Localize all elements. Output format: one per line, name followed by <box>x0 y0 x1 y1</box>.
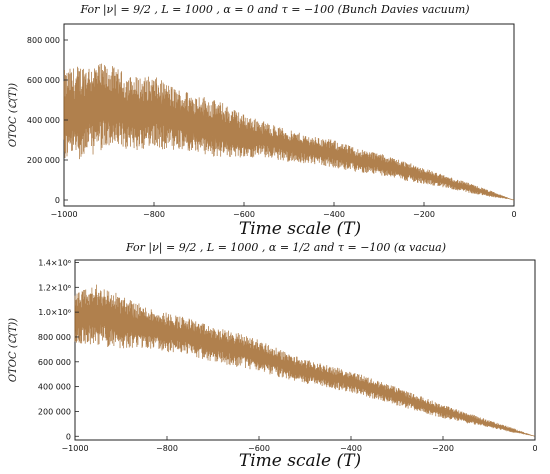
y-tick-label: 400 000 <box>38 383 71 392</box>
y-ticks: 0 200 000 400 000 600 000 800 000 <box>27 36 68 205</box>
y-tick-label: 800 000 <box>27 36 60 45</box>
x-tick-label: −600 <box>248 444 270 453</box>
chart-panel-bunch-davies: For |ν| = 9/2 , L = 1000 , α = 0 and τ =… <box>8 3 517 239</box>
y-tick-label: 1.2×10⁶ <box>38 283 71 292</box>
data-points <box>63 63 515 201</box>
y-tick-label: 200 000 <box>27 156 60 165</box>
y-tick-label: 200 000 <box>38 407 71 416</box>
otoc-series <box>63 63 515 201</box>
y-tick-label: 800 000 <box>38 333 71 342</box>
chart-title: For |ν| = 9/2 , L = 1000 , α = 0 and τ =… <box>79 3 469 17</box>
otoc-series <box>74 284 536 437</box>
x-tick-label: −800 <box>156 444 178 453</box>
y-tick-label: 0 <box>66 432 71 441</box>
x-tick-label: −600 <box>233 210 255 219</box>
y-tick-label: 1.4×10⁶ <box>38 258 71 267</box>
data-points <box>74 284 536 437</box>
chart-title: For |ν| = 9/2 , L = 1000 , α = 1/2 and τ… <box>125 241 446 255</box>
x-tick-label: −400 <box>323 210 345 219</box>
x-tick-label: −1000 <box>61 444 88 453</box>
x-axis-label: Time scale (T) <box>239 219 361 239</box>
plot-frame <box>74 259 536 441</box>
y-tick-label: 400 000 <box>27 116 60 125</box>
y-tick-label: 600 000 <box>27 76 60 85</box>
x-ticks: −1000 −800 −600 −400 −200 0 <box>50 202 517 219</box>
x-tick-label: −400 <box>340 444 362 453</box>
x-tick-label: 0 <box>532 444 537 453</box>
x-tick-label: −1000 <box>50 210 77 219</box>
y-ticks: 0 200 000 400 000 600 000 800 000 1.0×10⁶ 1.2×… <box>38 258 79 441</box>
y-tick-label: 600 000 <box>38 358 71 367</box>
y-tick-label: 0 <box>55 196 60 205</box>
y-tick-label: 1.0×10⁶ <box>38 308 71 317</box>
y-axis-label: OTOC (ℂ(T)) <box>8 318 19 382</box>
x-axis-label: Time scale (T) <box>239 451 361 471</box>
x-tick-label: −800 <box>143 210 165 219</box>
x-tick-label: 0 <box>511 210 516 219</box>
x-tick-label: −200 <box>432 444 454 453</box>
x-tick-label: −200 <box>413 210 435 219</box>
y-axis-label: OTOC (ℂ(T)) <box>8 83 19 147</box>
chart-panel-alpha-vacua: For |ν| = 9/2 , L = 1000 , α = 1/2 and τ… <box>8 241 538 471</box>
x-ticks: −1000 −800 −600 −400 −200 0 <box>61 436 538 453</box>
